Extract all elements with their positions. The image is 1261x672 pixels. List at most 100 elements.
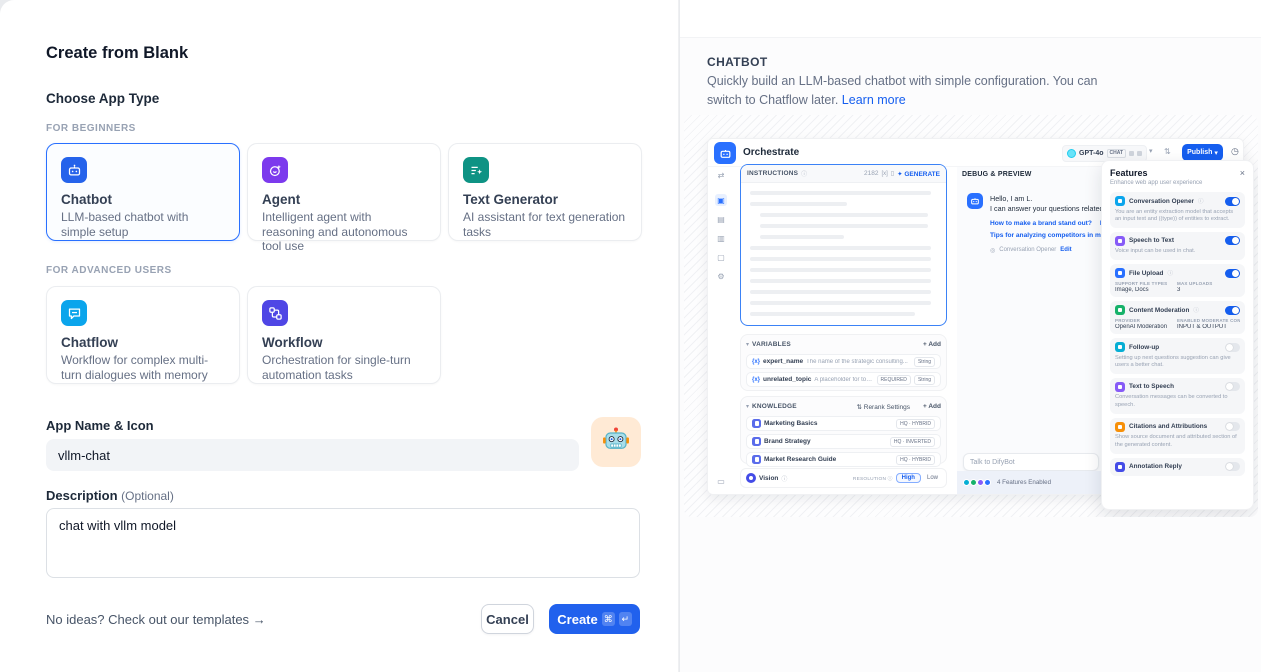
knowledge-panel: ▾ KNOWLEDGE ⇅ Rerank Settings + Add Mark… xyxy=(740,396,947,467)
for-advanced-users-label: FOR ADVANCED USERS xyxy=(46,265,172,276)
text-generator-icon xyxy=(463,157,489,183)
feature-dot-icon xyxy=(963,479,970,486)
variable-row: {x} expert_name The name of the strategi… xyxy=(746,354,941,369)
chevron-down-icon: ▾ xyxy=(746,342,750,348)
speech-to-text-icon xyxy=(1115,235,1125,246)
toggle xyxy=(1225,382,1240,392)
sidebar-orchestrate-icon: ▣ xyxy=(715,194,727,206)
sidebar-notes-icon: ▢ xyxy=(717,252,725,262)
app-name-input[interactable] xyxy=(46,439,579,471)
card-desc: Intelligent agent with reasoning and aut… xyxy=(262,210,408,254)
info-icon: ⓘ xyxy=(1198,199,1204,205)
mock-features-panel: Features × Enhance web app user experien… xyxy=(1101,160,1254,510)
create-from-blank-panel: Create from Blank Choose App Type FOR BE… xyxy=(0,0,679,672)
suggested-question: Tips for analyzing competitors in market xyxy=(990,231,1102,239)
toggle xyxy=(1225,422,1240,432)
conversation-opener-row: ◎ Conversation Opener Edit xyxy=(990,247,1072,254)
content-moderation-icon xyxy=(1115,305,1125,316)
card-workflow[interactable]: Workflow Orchestration for single-turn a… xyxy=(247,286,441,384)
variable-icon: [x] xyxy=(881,170,888,177)
card-title: Chatbot xyxy=(61,192,112,207)
feature-item: Conversation Opener ⓘ You are an entity … xyxy=(1110,192,1245,228)
feature-dot-icon xyxy=(984,479,991,486)
bot-avatar xyxy=(967,193,983,209)
create-button[interactable]: Create ⌘ ↵ xyxy=(549,604,640,634)
card-chatbot[interactable]: Chatbot LLM-based chatbot with simple se… xyxy=(46,143,240,241)
info-icon: ⓘ xyxy=(1167,271,1173,278)
annotation-reply-icon xyxy=(1115,461,1125,472)
mock-app-icon xyxy=(714,142,736,164)
sidebar-logs-icon: ▥ xyxy=(717,233,725,243)
dataset-icon xyxy=(752,455,761,464)
feature-item: Annotation Reply xyxy=(1110,457,1245,476)
card-chatflow[interactable]: Chatflow Workflow for complex multi-turn… xyxy=(46,286,240,384)
card-desc: AI assistant for text generation tasks xyxy=(463,210,626,239)
description-textarea[interactable]: chat with vllm model xyxy=(46,508,640,578)
generate-button: ✦ GENERATE xyxy=(897,170,940,178)
feature-item: Citations and Attributions Show source d… xyxy=(1110,417,1245,454)
collapse-panel-icon: ▭ xyxy=(717,476,725,486)
card-desc: LLM-based chatbot with simple setup xyxy=(61,210,189,239)
card-desc: Workflow for complex multi-turn dialogue… xyxy=(61,353,209,382)
swap-icon: ⇄ xyxy=(717,170,725,180)
chatbot-icon xyxy=(61,157,87,183)
preview-description: Quickly build an LLM-based chatbot with … xyxy=(707,74,1098,108)
mic-icon xyxy=(1129,151,1135,156)
feature-item: Text to Speech Conversation messages can… xyxy=(1110,377,1245,414)
add-variable-button: + Add xyxy=(923,341,941,348)
knowledge-row: Marketing Basics HQ · HYBRID xyxy=(746,416,941,431)
card-desc: Orchestration for single-turn automation… xyxy=(262,353,411,382)
feature-item: Speech to Text Voice input can be used i… xyxy=(1110,231,1245,261)
toggle xyxy=(1225,342,1240,352)
enter-key-icon: ↵ xyxy=(618,612,632,626)
toggle xyxy=(1225,268,1240,278)
preview-panel-header-strip xyxy=(680,0,1261,38)
feature-item: Content Moderation ⓘ PROVIDER ENABLED MO… xyxy=(1110,301,1245,335)
dataset-icon xyxy=(752,437,761,446)
instructions-header: INSTRUCTIONS ⓘ 2182 [x] ▯ ✦ GENERATE xyxy=(741,165,946,183)
mock-model-selector: GPT-4o CHAT xyxy=(1062,145,1148,162)
preview-panel: CHATBOT Quickly build an LLM-based chatb… xyxy=(680,0,1261,672)
agent-icon xyxy=(262,157,288,183)
mock-publish-button: Publish ▾ xyxy=(1182,144,1223,161)
chevron-down-icon: ▾ xyxy=(1214,149,1218,157)
mock-chat-input: Talk to DifyBot xyxy=(963,453,1099,471)
instructions-panel: INSTRUCTIONS ⓘ 2182 [x] ▯ ✦ GENERATE xyxy=(740,164,947,326)
history-icon: ◷ xyxy=(1231,146,1239,156)
chevron-down-icon: ▾ xyxy=(746,404,750,410)
feature-dot-icon xyxy=(970,479,977,486)
templates-link[interactable]: No ideas? Check out our templates → xyxy=(46,612,266,627)
suggested-question: How to make a brand stand out?Bes xyxy=(990,219,1102,227)
instructions-char-count: 2182 xyxy=(863,170,879,177)
toggle xyxy=(1225,462,1240,472)
toggle xyxy=(1225,196,1240,206)
cmd-key-icon: ⌘ xyxy=(601,612,615,626)
feature-dot-icon xyxy=(977,479,984,486)
knowledge-row: Brand Strategy HQ · INVERTED xyxy=(746,434,941,449)
close-icon: × xyxy=(1239,167,1245,178)
dialog-title: Create from Blank xyxy=(46,44,189,62)
toggle xyxy=(1225,236,1240,246)
model-provider-icon xyxy=(1067,149,1076,158)
card-text-generator[interactable]: Text Generator AI assistant for text gen… xyxy=(448,143,642,241)
card-agent[interactable]: Agent Intelligent agent with reasoning a… xyxy=(247,143,441,253)
app-icon-picker[interactable] xyxy=(591,417,641,467)
chatflow-icon xyxy=(61,300,87,326)
cancel-button[interactable]: Cancel xyxy=(481,604,534,634)
opener-icon: ◎ xyxy=(990,247,996,254)
info-icon: ⓘ xyxy=(781,476,788,483)
file-upload-icon xyxy=(1115,268,1125,279)
conversation-opener-icon xyxy=(1115,196,1125,206)
text-to-speech-icon xyxy=(1115,381,1125,392)
variable-row: {x} unrelated_topic A placeholder for to… xyxy=(746,372,941,387)
instructions-skeleton xyxy=(741,183,946,325)
citations-icon xyxy=(1115,421,1125,432)
info-icon: ⓘ xyxy=(801,172,808,178)
card-title: Text Generator xyxy=(463,192,559,207)
vision-icon xyxy=(746,473,756,483)
edit-link: Edit xyxy=(1060,247,1072,254)
learn-more-link[interactable]: Learn more xyxy=(841,93,906,108)
app-name-label: App Name & Icon xyxy=(46,418,154,433)
model-name: GPT-4o xyxy=(1079,150,1104,157)
